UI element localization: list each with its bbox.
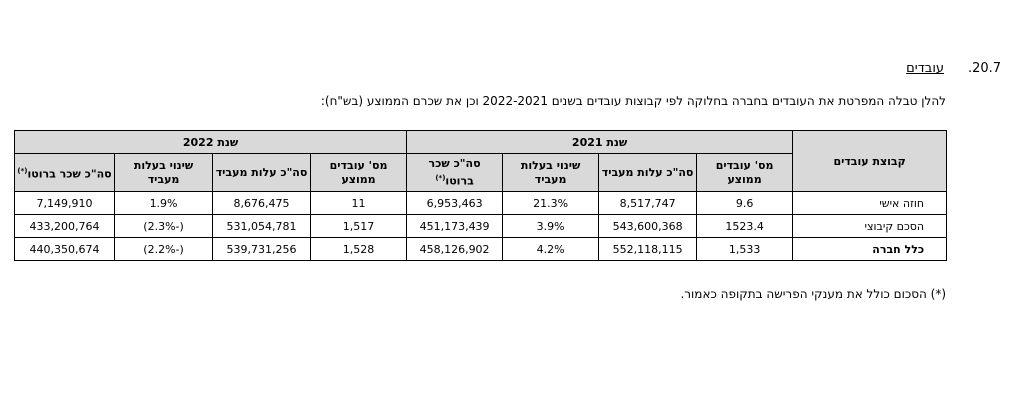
cell-cost-2021: 552,118,115 bbox=[598, 237, 698, 261]
row-group-label: כלל חברה bbox=[792, 237, 948, 261]
cell-cost-2022: 539,731,256 bbox=[212, 237, 312, 261]
cell-avg-2022: 11 bbox=[310, 191, 408, 215]
col-employer-cost-2022: סה"כ עלות מעביד bbox=[212, 153, 312, 192]
intro-paragraph: להלן טבלה המפרטת את העובדים בחברה בחלוקה… bbox=[320, 94, 946, 108]
footnote-mark: (*) bbox=[435, 173, 446, 182]
cell-cost-2022: 531,054,781 bbox=[212, 214, 312, 238]
cell-change-2022: (-2.2%) bbox=[114, 237, 214, 261]
cell-change-2022: (-2.3%) bbox=[114, 214, 214, 238]
col-gross-salary-2022: סה"כ שכר ברוטו(*) bbox=[13, 153, 116, 192]
footnote-mark: (*) bbox=[17, 166, 28, 175]
col-cost-change-2021: שינוי בעלות מעביד bbox=[502, 153, 600, 192]
cell-cost-2022: 8,676,475 bbox=[212, 191, 312, 215]
cell-gross-2022: 440,350,674 bbox=[13, 237, 116, 261]
cell-change-2022: 1.9% bbox=[114, 191, 214, 215]
cell-gross-2021: 451,173,439 bbox=[406, 214, 504, 238]
section-title: עובדים bbox=[906, 61, 944, 76]
cell-change-2021: 3.9% bbox=[502, 214, 600, 238]
gross-salary-label: סה"כ שכר ברוטו bbox=[428, 156, 481, 188]
col-cost-change-2022: שינוי בעלות מעביד bbox=[114, 153, 214, 192]
cell-gross-2021: 6,953,463 bbox=[406, 191, 504, 215]
cell-gross-2022: 433,200,764 bbox=[13, 214, 116, 238]
cell-change-2021: 4.2% bbox=[502, 237, 600, 261]
table-row: חוזה אישי 9.6 8,517,747 21.3% 6,953,463 … bbox=[13, 191, 948, 215]
col-employer-cost-2021: סה"כ עלות מעביד bbox=[598, 153, 698, 192]
cell-avg-2021: 1523.4 bbox=[696, 214, 794, 238]
col-avg-employees-2021: מס' עובדים ממוצע bbox=[696, 153, 794, 192]
cell-avg-2022: 1,528 bbox=[310, 237, 408, 261]
year-2021-header: שנת 2021 bbox=[406, 130, 794, 154]
year-2022-header: שנת 2022 bbox=[13, 130, 408, 154]
gross-salary-label: סה"כ שכר ברוטו bbox=[27, 167, 112, 181]
row-group-label: הסכם קיבוצי bbox=[792, 214, 948, 238]
cell-avg-2021: 9.6 bbox=[696, 191, 794, 215]
table-row: הסכם קיבוצי 1523.4 543,600,368 3.9% 451,… bbox=[13, 214, 948, 238]
col-gross-salary-2021: סה"כ שכר ברוטו(*) bbox=[406, 153, 504, 192]
group-column-header: קבוצת עובדים bbox=[792, 130, 948, 192]
cell-change-2021: 21.3% bbox=[502, 191, 600, 215]
footnote: (*) הסכום כולל את מענקי הפרישה בתקופה כא… bbox=[680, 287, 946, 301]
cell-avg-2021: 1,533 bbox=[696, 237, 794, 261]
cell-gross-2022: 7,149,910 bbox=[13, 191, 116, 215]
col-avg-employees-2022: מס' עובדים ממוצע bbox=[310, 153, 408, 192]
table-row-total: כלל חברה 1,533 552,118,115 4.2% 458,126,… bbox=[13, 237, 948, 261]
section-number: .20.7 bbox=[968, 61, 1002, 76]
cell-cost-2021: 543,600,368 bbox=[598, 214, 698, 238]
cell-avg-2022: 1,517 bbox=[310, 214, 408, 238]
row-group-label: חוזה אישי bbox=[792, 191, 948, 215]
employees-table: קבוצת עובדים שנת 2021 שנת 2022 מס' עובדי… bbox=[13, 130, 948, 261]
cell-cost-2021: 8,517,747 bbox=[598, 191, 698, 215]
cell-gross-2021: 458,126,902 bbox=[406, 237, 504, 261]
